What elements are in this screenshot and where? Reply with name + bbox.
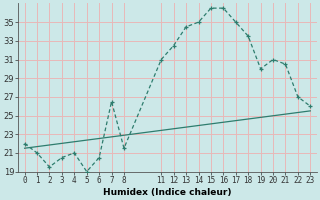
X-axis label: Humidex (Indice chaleur): Humidex (Indice chaleur): [103, 188, 232, 197]
